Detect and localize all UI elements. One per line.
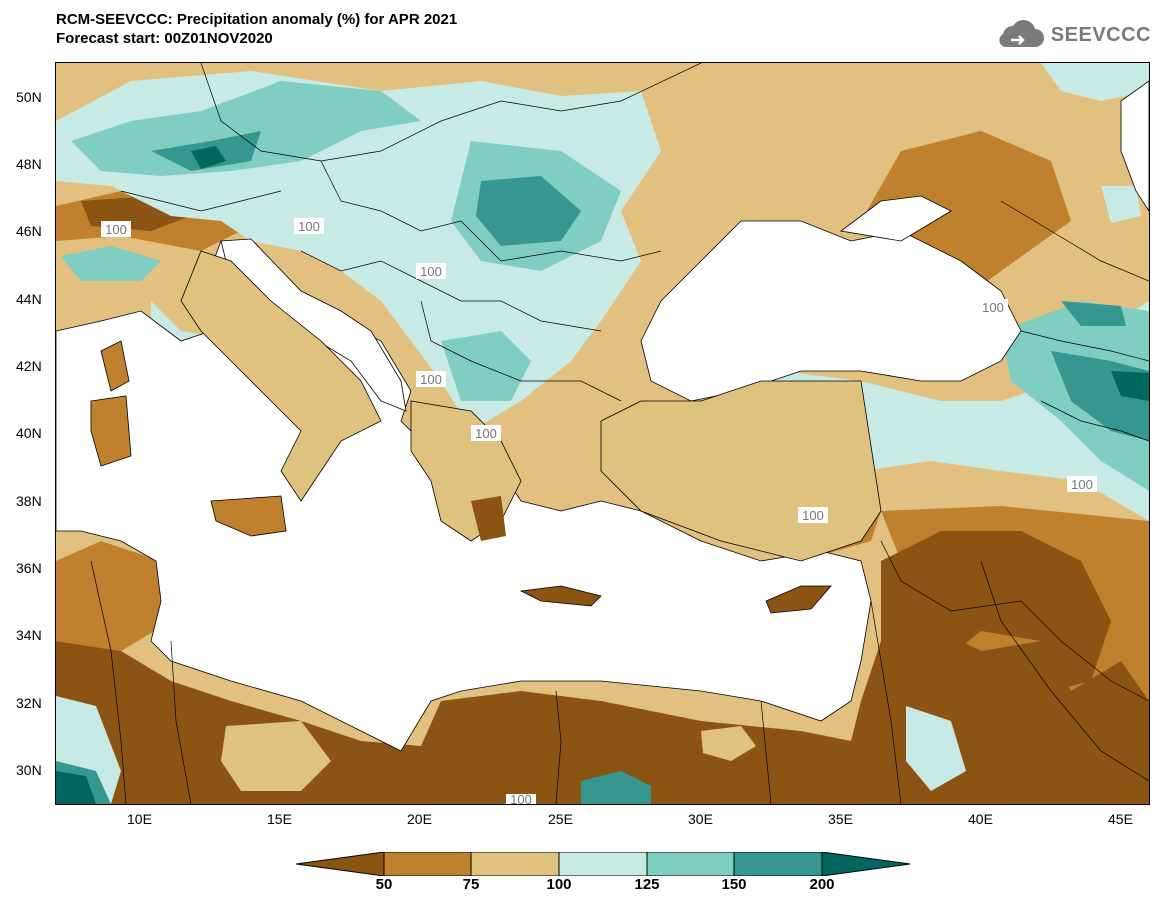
- contour-label: 100: [416, 371, 446, 387]
- svg-text:100: 100: [1071, 477, 1093, 492]
- contour-label: 100: [294, 218, 324, 234]
- lat-label: 44N: [16, 291, 42, 307]
- anomaly-zone-lt50: [56, 526, 1149, 804]
- anomaly-map: 100 100 100 100 100 100 100 100 100: [55, 62, 1150, 805]
- map-svg: 100 100 100 100 100 100 100 100 100: [56, 63, 1149, 804]
- svg-text:100: 100: [475, 426, 497, 441]
- anomaly-zone-125-150: [441, 331, 531, 401]
- svg-text:100: 100: [510, 792, 532, 804]
- lon-label: 35E: [828, 811, 853, 827]
- seevccc-logo: SEEVCCC: [993, 20, 1151, 50]
- caspian-sea: [1120, 80, 1149, 212]
- lon-label: 15E: [267, 811, 292, 827]
- lon-label: 30E: [688, 811, 713, 827]
- svg-text:100: 100: [420, 264, 442, 279]
- sardinia: [90, 395, 132, 467]
- sea-of-azov: [840, 195, 952, 242]
- anomaly-zone-gt200: [1111, 371, 1149, 401]
- anomaly-zone-150-200: [476, 176, 581, 246]
- lat-label: 50N: [16, 89, 42, 105]
- colorbar-swatch: [470, 851, 560, 877]
- lat-label: 42N: [16, 358, 42, 374]
- svg-text:100: 100: [105, 222, 127, 237]
- lon-label: 45E: [1108, 811, 1133, 827]
- lat-label: 48N: [16, 156, 42, 172]
- contour-labels: 100 100 100 100 100 100 100 100 100: [101, 218, 1097, 804]
- contour-label: 100: [798, 507, 828, 523]
- colorbar-arrow-left: [295, 851, 385, 877]
- colorbar-swatch: [558, 851, 648, 877]
- colorbar: [295, 851, 912, 881]
- svg-text:100: 100: [982, 300, 1004, 315]
- lat-label: 38N: [16, 493, 42, 509]
- lon-label: 20E: [407, 811, 432, 827]
- anomaly-zone-75-100: [701, 726, 756, 761]
- svg-text:100: 100: [420, 372, 442, 387]
- country-borders: [90, 63, 1149, 804]
- anomaly-zone-100-125: [1041, 63, 1149, 101]
- lon-label: 25E: [548, 811, 573, 827]
- lon-label: 40E: [968, 811, 993, 827]
- contour-label: 100: [471, 425, 501, 441]
- anomaly-zone-75-100: [221, 721, 331, 791]
- colorbar-arrow-right: [821, 851, 911, 877]
- anomaly-zone-gt200: [191, 146, 226, 169]
- lat-label: 36N: [16, 560, 42, 576]
- contour-label: 100: [1067, 476, 1097, 492]
- lat-label: 46N: [16, 223, 42, 239]
- contour-label: 100: [506, 792, 536, 804]
- lat-label: 32N: [16, 695, 42, 711]
- lat-label: 40N: [16, 425, 42, 441]
- anomaly-zone-150-200: [581, 771, 651, 804]
- svg-text:100: 100: [298, 219, 320, 234]
- colorbar-tick: 75: [462, 876, 480, 893]
- colorbar-swatch: [383, 851, 472, 877]
- colorbar-swatch: [733, 851, 823, 877]
- logo-text: SEEVCCC: [1050, 23, 1151, 46]
- lat-label: 30N: [16, 762, 42, 778]
- anomaly-zone-50-75: [56, 541, 171, 651]
- contour-label: 100: [416, 263, 446, 279]
- italy: [180, 250, 382, 502]
- anomaly-zone-100-125: [1101, 186, 1141, 223]
- crete: [519, 585, 602, 607]
- colorbar-tick: 150: [721, 876, 747, 893]
- contour-label: 100: [101, 221, 131, 237]
- anomaly-zone-150-200: [1061, 301, 1126, 326]
- colorbar-tick: 50: [375, 876, 393, 893]
- anomaly-zone-100-125: [906, 706, 966, 791]
- cloud-icon: [999, 20, 1044, 47]
- anomaly-zone-gt200: [56, 771, 96, 804]
- lon-label: 10E: [127, 811, 152, 827]
- map-title: RCM-SEEVCCC: Precipitation anomaly (%) f…: [56, 11, 458, 28]
- colorbar-svg: [295, 851, 911, 877]
- forecast-start: Forecast start: 00Z01NOV2020: [56, 30, 273, 47]
- colorbar-tick: 200: [809, 876, 835, 893]
- sicily: [210, 495, 287, 537]
- colorbar-swatch: [646, 851, 735, 877]
- svg-text:100: 100: [802, 508, 824, 523]
- corsica: [100, 340, 130, 392]
- anomaly-zone-125-150: [61, 246, 161, 281]
- contour-label: 100: [978, 299, 1008, 315]
- cyprus: [765, 585, 832, 614]
- colorbar-tick: 100: [546, 876, 572, 893]
- anomaly-zone-lt50: [881, 531, 1111, 691]
- anomaly-zone-lt50: [471, 496, 506, 541]
- colorbar-tick: 125: [634, 876, 660, 893]
- lat-label: 34N: [16, 627, 42, 643]
